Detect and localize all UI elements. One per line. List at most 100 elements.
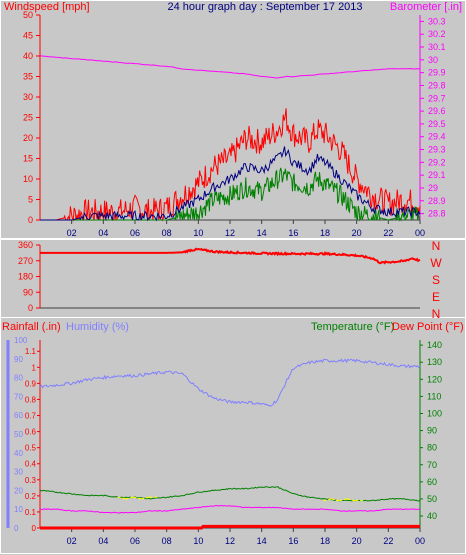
wind-tick-label: 50	[23, 10, 33, 20]
wind-tick-label: 5	[28, 195, 33, 205]
dew-point-series-line	[39, 504, 421, 514]
rainfall-tick-label: 0.8	[25, 395, 37, 404]
wind-tick-label: 10	[23, 174, 33, 184]
wind-x-tick-label: 22	[383, 228, 393, 238]
thermo-x-tick-label: 06	[130, 536, 140, 546]
heat-index-segment	[331, 498, 340, 502]
thermo-panel-frame	[0, 317, 466, 554]
compass-label-s: S	[432, 273, 440, 287]
humidity-tick-label: 40	[14, 449, 23, 458]
rainfall-tick-label: 0.7	[25, 412, 37, 421]
thermo-x-tick-label: 12	[225, 536, 235, 546]
humidity-tick-label: 50	[14, 430, 23, 439]
barometer-tick-label: 29.7	[428, 93, 446, 103]
direction-tick-label: 360	[18, 240, 33, 250]
humidity-axis-title: Humidity (%)	[66, 321, 129, 333]
barometer-tick-label: 29.6	[428, 106, 446, 116]
rainfall-tick-label: 1	[32, 363, 37, 372]
humidity-tick-label: 10	[14, 505, 23, 514]
direction-panel-frame	[0, 238, 466, 318]
barometer-tick-label: 29.1	[428, 170, 446, 180]
thermo-x-tick-label: 10	[193, 536, 203, 546]
wind-tick-label: 30	[23, 92, 33, 102]
heat-index-segment	[133, 496, 142, 500]
barometer-tick-label: 29.3	[428, 145, 446, 155]
barometer-axis-title: Barometer [.in]	[390, 1, 462, 13]
heat-index-segment	[339, 498, 348, 502]
chart-title: 24 hour graph day : September 17 2013	[167, 1, 362, 13]
barometer-tick-label: 28.8	[428, 209, 446, 219]
gust-series-line	[40, 108, 421, 222]
thermo-x-tick-label: 00	[415, 536, 425, 546]
wind-tick-label: 15	[23, 154, 33, 164]
temperature-tick-label: 70	[427, 460, 437, 470]
rainfall-tick-label: 0.5	[25, 444, 37, 453]
tick-labels-layer: 0510152025303540455028.828.92929.129.229…	[14, 10, 446, 546]
humidity-tick-label: 80	[14, 374, 23, 383]
wind-tick-label: 45	[23, 31, 33, 41]
thermo-x-tick-label: 04	[98, 536, 108, 546]
wind-tick-label: 40	[23, 51, 33, 61]
wind-x-tick-label: 08	[162, 228, 172, 238]
barometer-tick-label: 30	[428, 55, 438, 65]
humidity-tick-label: 20	[14, 486, 23, 495]
compass-label-n: N	[432, 307, 441, 321]
direction-tick-label: 180	[18, 272, 33, 282]
temperature-series-line	[39, 486, 421, 502]
thermo-x-tick-label: 14	[257, 536, 267, 546]
humidity-tick-label: 100	[14, 336, 28, 345]
heat-index-segment	[323, 498, 332, 502]
wind-tick-label: 35	[23, 72, 33, 82]
wind-tick-label: 0	[28, 215, 33, 225]
compass-label-n: N	[432, 239, 441, 253]
barometer-tick-label: 28.9	[428, 196, 446, 206]
humidity-tick-label: 60	[14, 411, 23, 420]
heat-index-segment	[117, 496, 126, 500]
wind-axis-title: Windspeed [mph]	[4, 1, 90, 13]
wind-x-tick-label: 10	[193, 228, 203, 238]
rainfall-tick-label: 0.9	[25, 379, 37, 388]
temperature-tick-label: 80	[427, 443, 437, 453]
thermo-x-tick-label: 22	[383, 536, 393, 546]
average-series-line	[40, 146, 421, 222]
heat-index-segment	[347, 498, 356, 502]
lull-series-line	[40, 167, 420, 222]
wind-x-tick-label: 12	[225, 228, 235, 238]
temperature-tick-label: 110	[427, 391, 441, 401]
barometer-tick-label: 29.5	[428, 119, 446, 129]
barometer-tick-label: 29.8	[428, 80, 446, 90]
temperature-tick-label: 60	[427, 477, 437, 487]
direction-tick-label: 270	[18, 256, 33, 266]
rainfall-series-line	[40, 524, 420, 530]
barometer-tick-label: 29.2	[428, 157, 446, 167]
series-layer	[39, 55, 421, 530]
wind-x-tick-label: 18	[320, 228, 330, 238]
direction-tick-label: 90	[23, 287, 33, 297]
barometer-tick-label: 29.4	[428, 132, 446, 142]
rainfall-tick-label: 0.1	[25, 508, 37, 517]
thermo-x-tick-label: 08	[162, 536, 172, 546]
barometer-series-line	[39, 55, 421, 79]
temperature-tick-label: 140	[427, 340, 442, 350]
rainfall-tick-label: 0.4	[25, 460, 37, 469]
barometer-tick-label: 29.9	[428, 68, 446, 78]
thermo-x-tick-label: 02	[67, 536, 77, 546]
rainfall-tick-label: 0.6	[25, 428, 37, 437]
humidity-tick-label: 90	[14, 355, 23, 364]
temperature-tick-label: 50	[427, 494, 437, 504]
barometer-tick-label: 30.2	[428, 29, 446, 39]
rainfall-tick-label: 0.3	[25, 476, 37, 485]
barometer-tick-label: 30.1	[428, 42, 446, 52]
wind-tick-label: 25	[23, 113, 33, 123]
temperature-tick-label: 90	[427, 426, 437, 436]
humidity-tick-label: 0	[14, 524, 19, 533]
wind-x-tick-label: 04	[98, 228, 108, 238]
thermo-x-tick-label: 18	[320, 536, 330, 546]
barometer-tick-label: 30.3	[428, 16, 446, 26]
rainfall-tick-label: 0.2	[25, 492, 37, 501]
wind-x-tick-label: 16	[288, 228, 298, 238]
wind-direction-series-line	[40, 247, 421, 265]
temperature-tick-label: 130	[427, 357, 442, 367]
